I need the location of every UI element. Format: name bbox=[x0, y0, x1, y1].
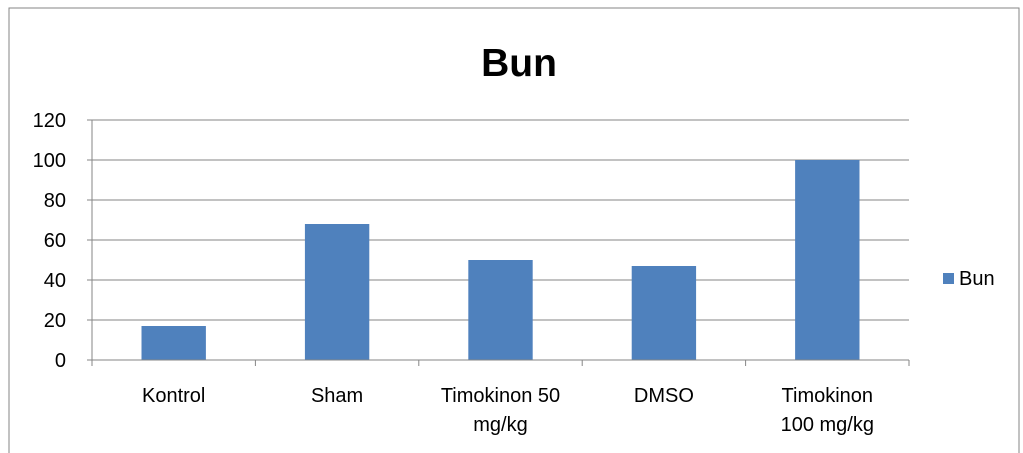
legend-swatch bbox=[943, 273, 954, 284]
y-tick-label: 60 bbox=[44, 230, 66, 252]
bar-dmso bbox=[631, 266, 697, 360]
y-tick-label: 100 bbox=[33, 150, 66, 172]
bar-timokinon-100-mg-kg bbox=[795, 160, 860, 360]
legend: Bun bbox=[943, 268, 995, 290]
legend-label: Bun bbox=[959, 268, 995, 290]
bar-kontrol bbox=[141, 326, 206, 360]
axes bbox=[87, 119, 910, 366]
x-tick-label: 100 mg/kg bbox=[781, 414, 874, 436]
y-axis-tick-labels: 0 20 40 60 80 100 120 bbox=[33, 110, 66, 372]
y-tick-label: 40 bbox=[44, 270, 66, 292]
x-axis-tick-labels: Kontrol Sham Timokinon 50 mg/kg DMSO Timokino… bbox=[142, 385, 874, 436]
bar-sham bbox=[304, 224, 370, 360]
y-tick-label: 80 bbox=[44, 190, 66, 212]
chart-title: Bun bbox=[481, 42, 557, 85]
bar-timokinon-50-mg-kg bbox=[468, 260, 533, 360]
x-tick-label: mg/kg bbox=[473, 414, 527, 436]
bars bbox=[141, 160, 860, 360]
x-tick-label: Kontrol bbox=[142, 385, 205, 407]
y-tick-label: 120 bbox=[33, 110, 66, 132]
y-tick-label: 0 bbox=[55, 350, 66, 372]
x-tick-label: Timokinon 50 bbox=[441, 385, 560, 407]
x-tick-label: Timokinon bbox=[782, 385, 874, 407]
x-tick-label: Sham bbox=[311, 385, 363, 407]
x-tick-label: DMSO bbox=[634, 385, 694, 407]
y-tick-label: 20 bbox=[44, 310, 66, 332]
